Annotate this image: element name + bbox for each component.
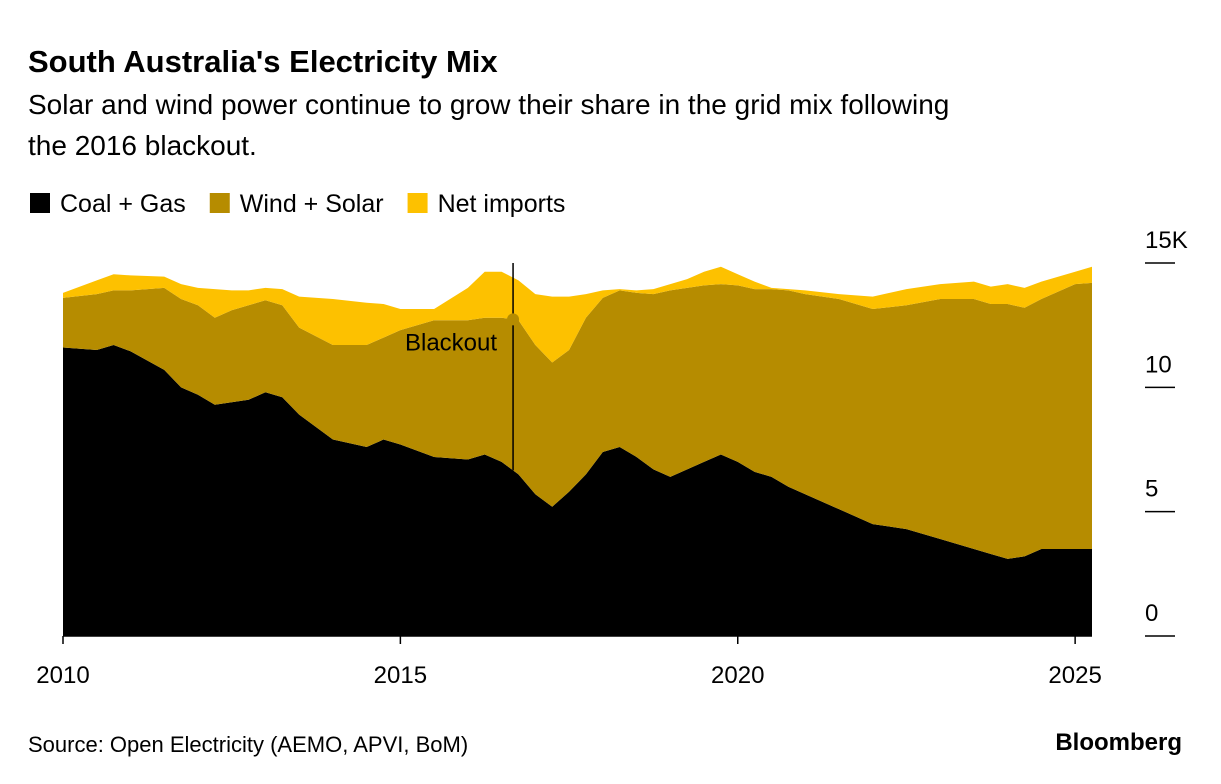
annotation-dot	[507, 313, 520, 326]
x-tick-label: 2010	[36, 662, 89, 689]
x-tick-label: 2020	[711, 662, 764, 689]
x-tick-label: 2015	[374, 662, 427, 689]
legend-label: Wind + Solar	[240, 190, 384, 218]
chart-subtitle: the 2016 blackout.	[28, 130, 257, 161]
x-tick-label: 2025	[1048, 662, 1101, 689]
area	[63, 282, 1092, 559]
area	[63, 266, 1092, 363]
chart-title: South Australia's Electricity Mix	[28, 44, 498, 79]
legend-swatch	[209, 193, 230, 213]
legend-swatch	[407, 193, 428, 213]
legend-swatch	[30, 193, 50, 213]
credit: Bloomberg	[1055, 729, 1182, 756]
y-tick-label: 10	[1145, 351, 1172, 378]
area	[63, 345, 1092, 636]
legend-label: Net imports	[438, 190, 566, 218]
legend-label: Coal + Gas	[60, 190, 186, 218]
annotation-label: Blackout	[405, 329, 497, 356]
y-tick-label: 5	[1145, 476, 1158, 503]
source-note: Source: Open Electricity (AEMO, APVI, Bo…	[28, 732, 468, 757]
y-tick-label: 15K	[1145, 227, 1188, 254]
chart-subtitle: Solar and wind power continue to grow th…	[28, 89, 949, 120]
y-tick-label: 0	[1145, 600, 1158, 627]
